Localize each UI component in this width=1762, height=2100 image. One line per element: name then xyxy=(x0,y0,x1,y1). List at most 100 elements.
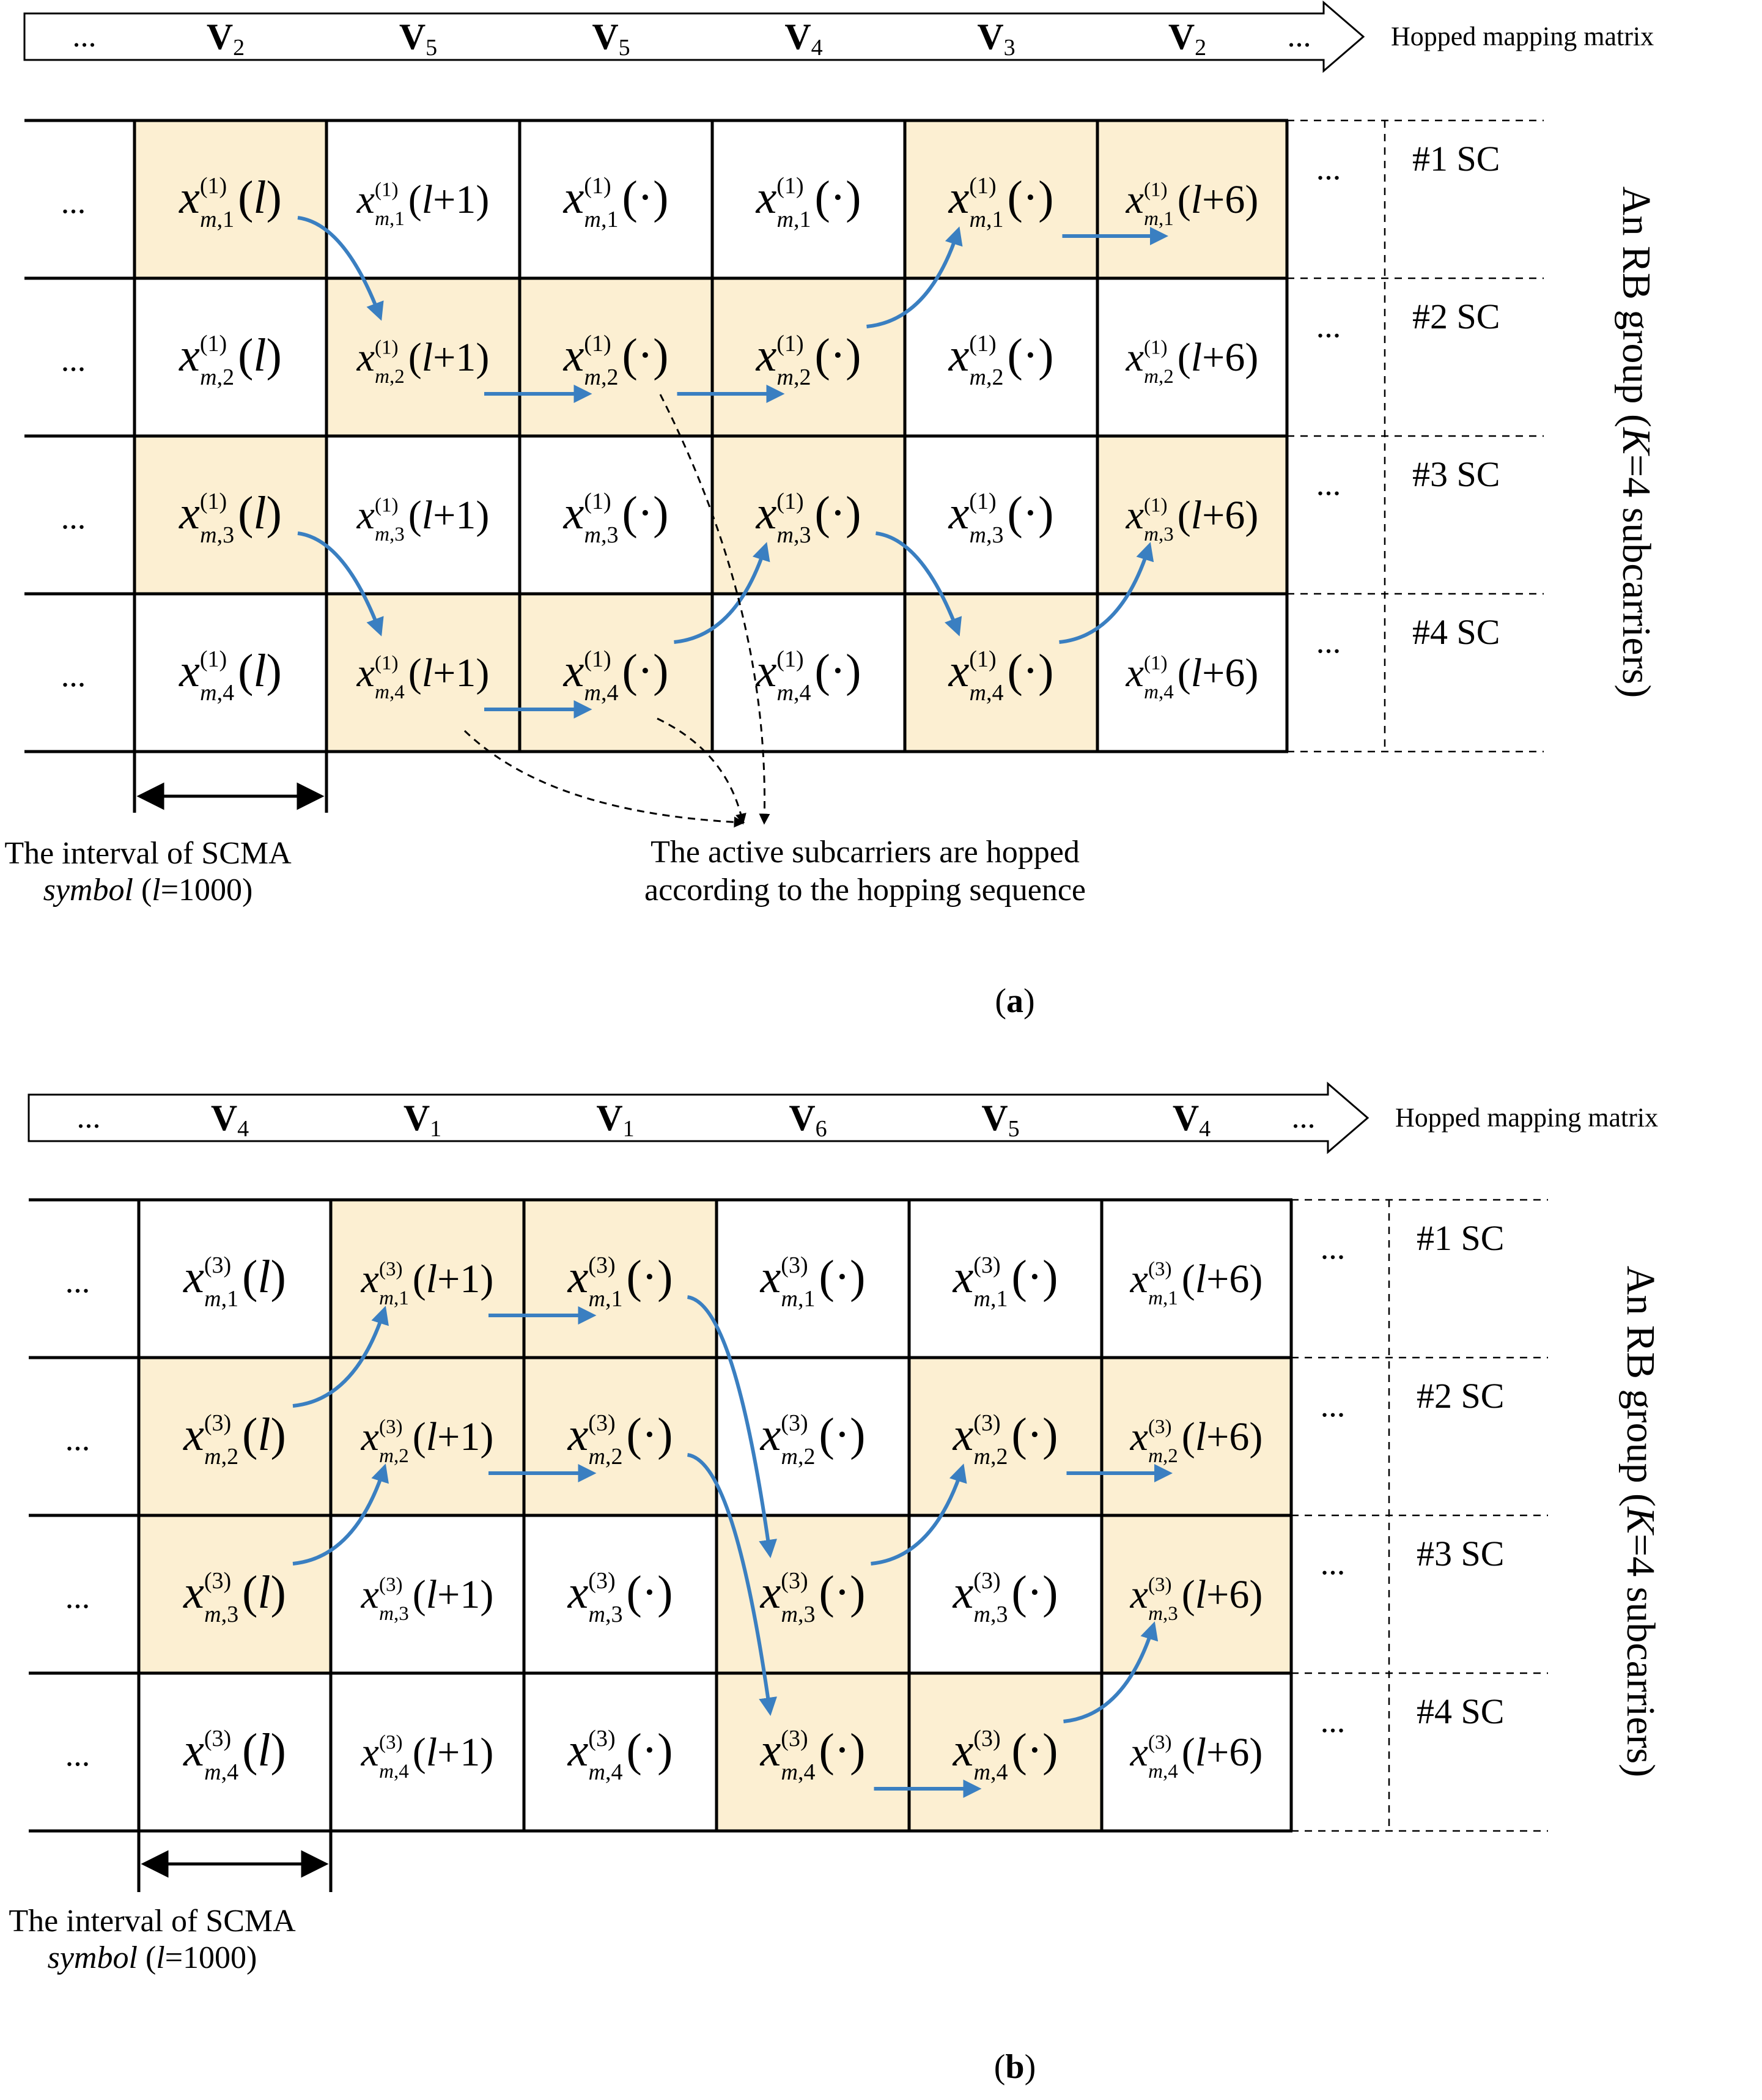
active-cell xyxy=(717,1515,909,1673)
symbol-cell: x(3) m,1(l+6) xyxy=(1130,1257,1263,1309)
row-label-sc4: #4 SC xyxy=(1412,612,1500,652)
row-ellipsis-left: ... xyxy=(61,499,86,536)
symbol-cell: x(1) m,1(·) xyxy=(756,172,861,232)
matrix-label-1: V2 xyxy=(207,17,245,61)
matrix-label-5: V3 xyxy=(977,17,1015,61)
active-cell xyxy=(712,436,905,594)
symbol-cell: x(3) m,3(l) xyxy=(183,1567,286,1627)
hop-arrow-lower xyxy=(687,1453,778,1716)
row-label-sc1: #1 SC xyxy=(1417,1218,1504,1258)
active-cell xyxy=(326,594,520,752)
active-cell xyxy=(717,1673,909,1831)
symbol-cell: x(3) m,2(·) xyxy=(567,1409,673,1470)
hop-note-line1: The active subcarriers are hopped xyxy=(651,835,1080,870)
symbol-cell: x(1) m,1(l+6) xyxy=(1126,177,1259,230)
symbol-cell: x(1) m,1(·) xyxy=(563,172,669,232)
active-cell xyxy=(331,1358,524,1515)
row-ellipsis-left: ... xyxy=(61,183,86,220)
row-label-sc1: #1 SC xyxy=(1412,139,1500,179)
hopped-mapping-matrix-label: Hopped mapping matrix xyxy=(1391,21,1654,51)
symbol-cell: x(1) m,4(l+1) xyxy=(356,651,490,703)
symbol-cell: x(3) m,1(l+1) xyxy=(361,1257,494,1309)
symbol-cell: x(1) m,3(·) xyxy=(563,487,669,548)
symbol-cell: x(3) m,4(·) xyxy=(760,1725,866,1785)
row-ellipsis-left: ... xyxy=(65,1736,90,1773)
interval-label-line2: symbol (l=1000) xyxy=(48,1940,257,1975)
hop-arrow-upper xyxy=(871,1463,967,1566)
symbol-cell: x(3) m,3(l+1) xyxy=(361,1572,494,1625)
hop-note-line2: according to the hopping sequence xyxy=(644,873,1086,908)
matrix-label-3: V1 xyxy=(596,1098,634,1142)
matrix-label-4: V6 xyxy=(789,1098,827,1142)
panel-b: ... ... V4 V1 V1 V6 V5 V4 Hopped mapping matrix.… xyxy=(9,1081,1663,2086)
row-ellipsis-left: ... xyxy=(61,657,86,693)
hop-arrow-lower xyxy=(1063,1621,1159,1723)
active-cell xyxy=(520,594,712,752)
row-label-sc3: #3 SC xyxy=(1412,454,1500,494)
active-cell xyxy=(331,1200,524,1358)
symbol-cell: x(1) m,1(·) xyxy=(948,172,1054,232)
hop-arrow-upper xyxy=(687,1295,778,1558)
hop-arrow-lower xyxy=(674,542,770,644)
symbol-cell: x(1) m,4(·) xyxy=(563,645,669,706)
row-ellipsis-left: ... xyxy=(61,341,86,378)
symbol-cell: x(1) m,2(l) xyxy=(179,330,282,390)
panel-a: ... ... V2 V5 V5 V4 V3 V2 Hopped mapping matrix.… xyxy=(4,0,1659,1020)
hopped-mapping-arrow xyxy=(23,0,1365,73)
symbol-cell: x(3) m,1(l) xyxy=(183,1251,286,1312)
symbol-cell: x(1) m,4(l) xyxy=(179,645,282,706)
active-cell xyxy=(1097,120,1287,278)
symbol-cell: x(1) m,4(l+6) xyxy=(1126,651,1259,703)
hop-arrow-lower xyxy=(1059,542,1154,644)
row-ellipsis-right: ... xyxy=(1321,1545,1346,1581)
symbol-cell: x(1) m,3(l) xyxy=(179,487,282,548)
matrix-label-1: V4 xyxy=(211,1098,249,1142)
symbol-cell: x(3) m,2(l+6) xyxy=(1130,1414,1263,1467)
hop-note-dashed-arrow xyxy=(463,730,745,828)
hop-note-dashed-arrow xyxy=(659,394,770,825)
rb-group-label: An RB group (K=4 subcarriers) xyxy=(1614,187,1659,698)
active-cell xyxy=(520,278,712,436)
rb-group-label: An RB group (K=4 subcarriers) xyxy=(1618,1266,1663,1777)
row-ellipsis-left: ... xyxy=(65,1263,90,1300)
active-cell xyxy=(909,1358,1102,1515)
row-ellipsis-right: ... xyxy=(1316,623,1341,660)
symbol-cell: x(1) m,2(l+1) xyxy=(356,335,490,388)
symbol-cell: x(1) m,3(·) xyxy=(948,487,1054,548)
active-cell xyxy=(1102,1515,1291,1673)
symbol-cell: x(3) m,4(·) xyxy=(567,1725,673,1785)
interval-label-line1: The interval of SCMA xyxy=(4,836,292,871)
symbol-cell: x(1) m,1(l+1) xyxy=(356,177,490,230)
symbol-cell: x(1) m,4(·) xyxy=(948,645,1054,706)
row-label-sc4: #4 SC xyxy=(1417,1691,1504,1731)
symbol-cell: x(3) m,4(l+6) xyxy=(1130,1730,1263,1783)
active-cell xyxy=(139,1515,331,1673)
row-ellipsis-left: ... xyxy=(65,1421,90,1457)
matrix-label-6: V2 xyxy=(1168,17,1206,61)
matrix-label-2: V1 xyxy=(404,1098,441,1142)
row-ellipsis-right: ... xyxy=(1316,465,1341,502)
row-label-sc3: #3 SC xyxy=(1417,1534,1504,1573)
row-ellipsis-right: ... xyxy=(1321,1387,1346,1424)
active-cell xyxy=(135,120,326,278)
hop-arrow-lower xyxy=(875,531,962,637)
symbol-cell: x(3) m,2(l+1) xyxy=(361,1414,494,1467)
active-cell xyxy=(712,278,905,436)
matrix-label-3: V5 xyxy=(592,17,630,61)
symbol-cell: x(1) m,2(·) xyxy=(948,330,1054,390)
symbol-cell: x(3) m,3(·) xyxy=(953,1567,1058,1627)
row-ellipsis-right: ... xyxy=(1316,150,1341,187)
active-cell xyxy=(1102,1358,1291,1515)
hop-arrow-upper xyxy=(866,226,963,328)
hop-arrow-upper xyxy=(297,216,384,321)
active-cell xyxy=(909,1673,1102,1831)
matrix-label-2: V5 xyxy=(399,17,437,61)
hop-arrow-lower xyxy=(292,1463,389,1566)
hopped-mapping-arrow xyxy=(28,1081,1369,1155)
symbol-cell: x(3) m,4(l) xyxy=(183,1725,286,1785)
active-cell xyxy=(524,1358,717,1515)
hop-arrow-lower xyxy=(297,531,384,637)
panel-label-a: (a) xyxy=(995,982,1034,1020)
